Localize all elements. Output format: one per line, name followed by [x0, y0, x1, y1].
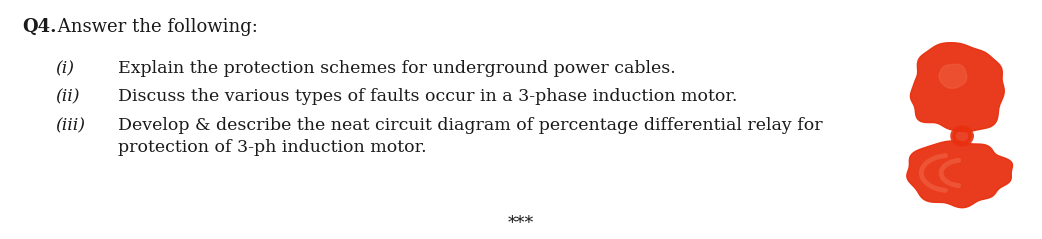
Text: Q4.: Q4.	[22, 18, 56, 36]
Polygon shape	[953, 128, 971, 144]
Polygon shape	[939, 64, 967, 88]
Text: (iii): (iii)	[55, 117, 85, 134]
Text: (i): (i)	[55, 60, 74, 77]
Text: (ii): (ii)	[55, 88, 79, 105]
Polygon shape	[907, 141, 1013, 208]
Text: ***: ***	[507, 215, 535, 232]
Text: Develop & describe the neat circuit diagram of percentage differential relay for: Develop & describe the neat circuit diag…	[118, 117, 822, 156]
Text: Explain the protection schemes for underground power cables.: Explain the protection schemes for under…	[118, 60, 676, 77]
Polygon shape	[911, 43, 1004, 132]
Text: Answer the following:: Answer the following:	[52, 18, 257, 36]
Text: Discuss the various types of faults occur in a 3-phase induction motor.: Discuss the various types of faults occu…	[118, 88, 738, 105]
